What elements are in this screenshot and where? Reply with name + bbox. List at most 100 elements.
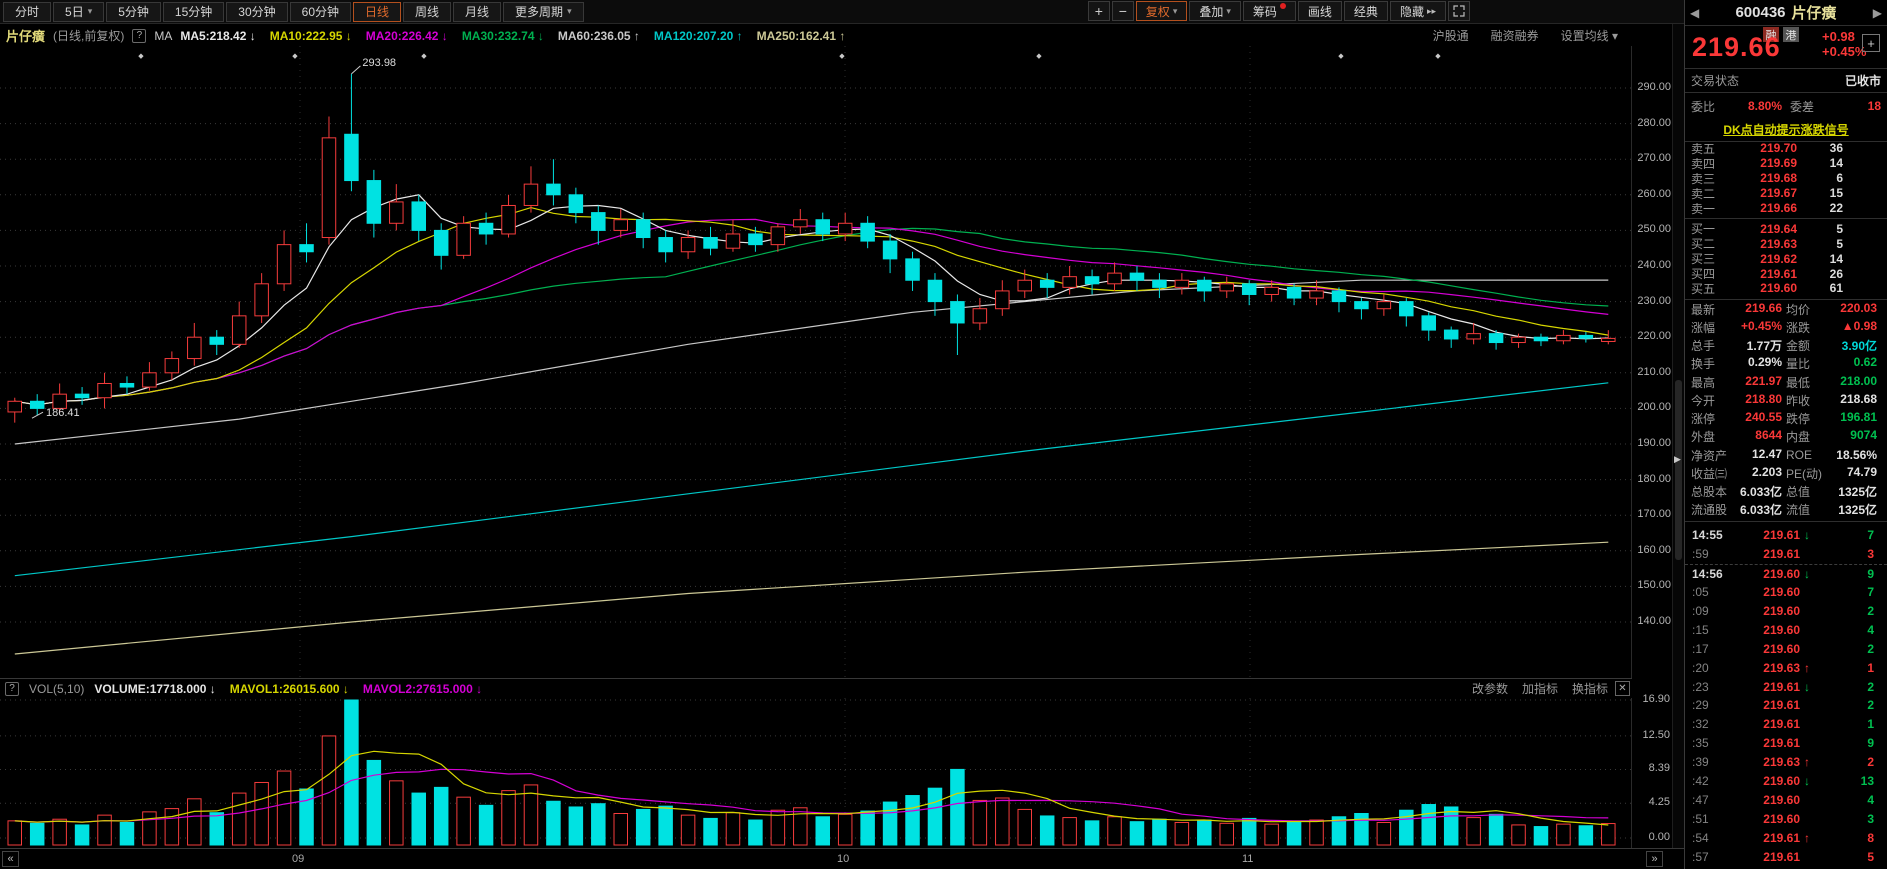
volume-chart[interactable] (0, 698, 1632, 848)
stat-value: 6.033亿 (1739, 503, 1782, 518)
ask-row[interactable]: 卖五 219.70 36 (1685, 141, 1887, 156)
fullscreen-icon[interactable] (1448, 1, 1470, 21)
stat-label: 今开 (1691, 393, 1716, 408)
stat-label: 换手 (1691, 357, 1716, 372)
level-price: 219.67 (1760, 186, 1797, 201)
tool-button-经典[interactable]: 经典 (1343, 1, 1388, 21)
price-axis-label: 240.00 (1637, 259, 1671, 271)
tick-price: 219.61 (1763, 830, 1800, 845)
price-axis-label: 180.00 (1637, 472, 1671, 485)
stat-label: 流通股 (1691, 503, 1728, 518)
volume-action-换指标[interactable]: 换指标 (1571, 682, 1608, 696)
bid-row[interactable]: 买一 219.64 5 (1685, 221, 1887, 237)
tick-price: 219.63 (1763, 755, 1800, 770)
scroll-right-icon[interactable]: » (1646, 851, 1663, 867)
period-button-15分钟[interactable]: 15分钟 (162, 1, 225, 22)
prev-stock-icon[interactable]: ◀ (1690, 5, 1700, 20)
volume-help-icon[interactable]: ? (5, 681, 19, 696)
next-stock-icon[interactable]: ▶ (1872, 5, 1882, 20)
ask-row[interactable]: 卖四 219.69 14 (1685, 156, 1887, 171)
candlestick-chart[interactable]: 293.98 186.41 ◆ ◆ ◆ ◆ ◆ ◆ ◆ (0, 46, 1632, 678)
ask-row[interactable]: 卖三 219.68 6 (1685, 171, 1887, 186)
bid-row[interactable]: 买四 219.61 26 (1685, 266, 1887, 282)
tick-price: 219.61 (1763, 547, 1800, 562)
tick-price: 219.61 (1763, 736, 1800, 751)
period-button-更多周期[interactable]: 更多周期 ▾ (503, 1, 584, 22)
tick-price: 219.61 (1763, 698, 1800, 713)
period-button-60分钟[interactable]: 60分钟 (289, 1, 351, 22)
period-button-日线[interactable]: 日线 (353, 1, 402, 22)
ask-row[interactable]: 卖二 219.67 15 (1685, 186, 1887, 201)
time-and-sales[interactable]: 14:55 219.61 ↓ 7:59 219.61 3 14:56 219.60 ↓ 9:05 2… (1685, 521, 1887, 866)
level-price: 219.61 (1760, 266, 1797, 281)
period-button-月线[interactable]: 月线 (453, 1, 502, 22)
stat-cell: 净资产 12.47 (1691, 447, 1786, 464)
tool-button-叠加[interactable]: 叠加 ▾ (1189, 1, 1241, 21)
price-axis-label: 250.00 (1637, 223, 1671, 236)
stock-code: 600436 (1735, 4, 1786, 21)
stat-value: 12.47 (1751, 446, 1782, 461)
tool-button-画线[interactable]: 画线 (1297, 1, 1342, 21)
stat-label: 外盘 (1691, 430, 1716, 445)
stat-cell: ROE 18.56% (1786, 448, 1881, 462)
close-icon[interactable]: ✕ (1615, 681, 1630, 696)
tool-button-筹码[interactable]: 筹码 (1242, 1, 1296, 21)
tick-price: 219.60 (1763, 641, 1800, 656)
ask-row[interactable]: 卖一 219.66 22 (1685, 201, 1887, 216)
tick-time: :32 (1692, 717, 1709, 732)
level-quantity: 5 (1836, 236, 1843, 251)
tick-price: 219.60 (1763, 811, 1800, 826)
volume-series-value: MAVOL1:26015.600 ↓ (229, 681, 349, 696)
period-button-5分钟[interactable]: 5分钟 (106, 1, 161, 22)
header-link-融资融券[interactable]: 融资融券 (1490, 29, 1539, 43)
tick-time: :23 (1692, 679, 1709, 694)
stat-label: 总股本 (1691, 485, 1728, 500)
ma-setting-link[interactable]: 设置均线 ▾ (1560, 29, 1618, 43)
help-icon[interactable]: ? (132, 28, 147, 43)
level-quantity: 5 (1836, 221, 1843, 236)
tool-button-隐藏[interactable]: 隐藏 ▸▸ (1389, 1, 1446, 21)
header-link-沪股通[interactable]: 沪股通 (1432, 29, 1469, 43)
zoom-in-button[interactable]: + (1087, 1, 1110, 21)
scroll-left-icon[interactable]: « (2, 851, 19, 867)
period-button-周线[interactable]: 周线 (403, 1, 452, 22)
level-quantity: 14 (1829, 251, 1843, 266)
zoom-out-button[interactable]: − (1111, 1, 1134, 21)
stat-label: 收益㈢ (1691, 466, 1728, 481)
ma-prefix: MA (154, 28, 173, 43)
book-divider (1685, 215, 1887, 220)
volume-action-加指标[interactable]: 加指标 (1521, 682, 1558, 696)
weibi-label: 委比 (1691, 99, 1716, 114)
level-price: 219.69 (1760, 156, 1797, 171)
tick-row: :35 219.61 9 (1685, 734, 1887, 753)
dk-signal-link[interactable]: DK点自动提示涨跌信号 (1723, 123, 1849, 137)
tick-row: :54 219.61 ↑ 8 (1685, 828, 1887, 847)
period-button-分时[interactable]: 分时 (3, 1, 52, 22)
price-axis-label: 210.00 (1637, 365, 1671, 378)
volume-indicator-name: VOL(5,10) (29, 681, 85, 696)
bid-row[interactable]: 买二 219.63 5 (1685, 236, 1887, 252)
order-book: 卖五 219.70 36 卖四 219.69 14 卖三 219.68 6 卖二 219.67 15 卖… (1685, 141, 1887, 296)
stat-label: 最新 (1691, 302, 1716, 317)
event-marker-icon: ◆ (421, 53, 427, 60)
stat-cell: PE(动) 74.79 (1786, 465, 1881, 482)
stat-cell: 收益㈢ 2.203 (1691, 465, 1786, 482)
period-button-5日[interactable]: 5日 ▾ (53, 1, 105, 22)
volume-action-改参数[interactable]: 改参数 (1471, 682, 1508, 696)
scrollbar-thumb[interactable] (1675, 380, 1682, 560)
level-price: 219.64 (1760, 221, 1797, 236)
tick-price: 219.60 (1763, 792, 1800, 807)
level-label: 卖五 (1691, 141, 1716, 156)
tick-volume: 4 (1867, 792, 1874, 807)
chart-stock-name: 片仔癀 (6, 29, 46, 44)
add-to-watchlist-button[interactable]: + (1862, 34, 1880, 52)
tool-button-复权[interactable]: 复权 ▾ (1135, 1, 1188, 21)
collapse-arrow-icon[interactable]: ▶ (1674, 454, 1681, 464)
bid-row[interactable]: 买五 219.60 61 (1685, 281, 1887, 296)
tick-price: 219.61 (1763, 717, 1800, 732)
tick-volume: 8 (1867, 830, 1874, 845)
bid-row[interactable]: 买三 219.62 14 (1685, 251, 1887, 267)
period-button-30分钟[interactable]: 30分钟 (226, 1, 288, 22)
stat-value: 18.56% (1836, 448, 1877, 463)
level-quantity: 14 (1829, 156, 1843, 171)
